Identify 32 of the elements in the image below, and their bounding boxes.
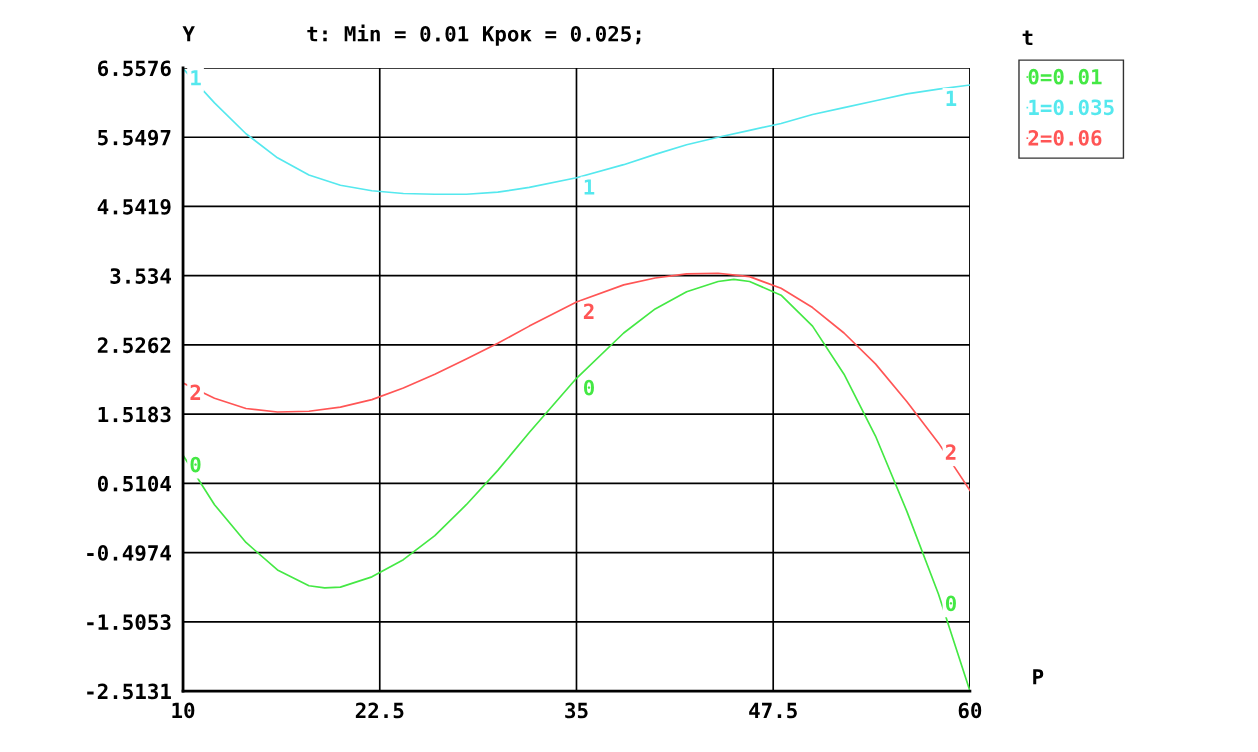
line-series xyxy=(183,272,970,492)
x-tick-label: 35 xyxy=(565,702,588,719)
x-tick-label: 47.5 xyxy=(749,702,797,719)
y-tick-label: 4.5419 xyxy=(97,199,171,215)
y-tick-label: 0.5104 xyxy=(97,475,171,492)
annotation: 1 xyxy=(191,70,201,86)
x-tick-label: 22.5 xyxy=(355,702,404,719)
legend-title: t xyxy=(1022,30,1033,46)
legend-label: 2=0.06 xyxy=(1028,130,1102,146)
x-tick-label: 10 xyxy=(172,702,195,719)
y-tick-label: 1.5183 xyxy=(98,406,171,423)
x-tick-label: 60 xyxy=(958,702,982,719)
legend-label: 0=0.01 xyxy=(1028,68,1102,85)
x-axis-title: P xyxy=(1033,669,1044,685)
y-tick-label: 3.534 xyxy=(110,268,171,284)
y-tick-label: -0.4974 xyxy=(87,545,171,561)
annotation: 0 xyxy=(190,456,201,473)
annotation: 1 xyxy=(946,90,957,106)
y-tick-label: -2.5131 xyxy=(87,683,171,700)
y-tick-label: 2.5262 xyxy=(97,337,171,354)
annotation: 2 xyxy=(190,384,201,400)
legend-label: 1=0.035 xyxy=(1029,99,1114,116)
y-tick-label: -1.5053 xyxy=(87,614,171,631)
annotation: 2 xyxy=(945,444,956,460)
annotation: 0 xyxy=(583,379,594,396)
annotation: 1 xyxy=(584,179,595,195)
y-axis-title: Y xyxy=(182,26,195,42)
annotation: 2 xyxy=(583,303,594,319)
y-tick-label: 5.5497 xyxy=(98,129,171,146)
y-tick-label: 6.5576 xyxy=(98,60,171,77)
chart-title: t: Min = 0.01 Крок = 0.025; xyxy=(307,24,641,46)
annotation: 0 xyxy=(945,595,956,612)
